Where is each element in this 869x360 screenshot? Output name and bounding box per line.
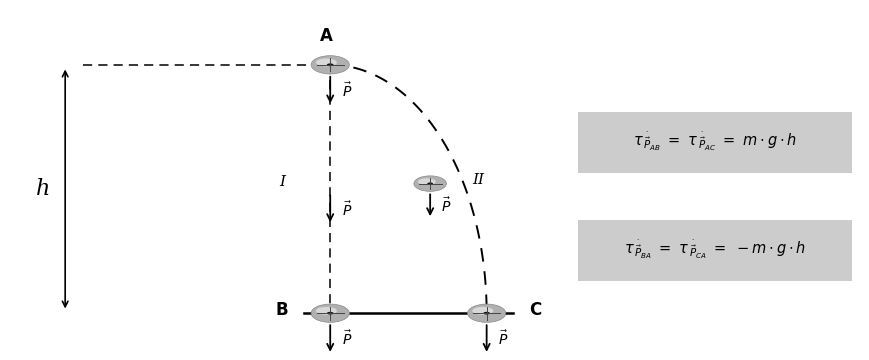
Ellipse shape: [327, 63, 334, 66]
Text: B: B: [275, 301, 289, 319]
Text: C: C: [528, 301, 541, 319]
Ellipse shape: [315, 58, 337, 66]
Text: A: A: [320, 27, 332, 45]
Text: $\vec{P}$: $\vec{P}$: [441, 197, 452, 215]
Ellipse shape: [483, 312, 490, 315]
Text: h: h: [36, 178, 50, 200]
Ellipse shape: [311, 304, 349, 322]
Text: I: I: [280, 175, 285, 189]
Ellipse shape: [315, 307, 337, 315]
Ellipse shape: [473, 307, 494, 315]
Ellipse shape: [418, 178, 436, 185]
Text: $\vec{P}$: $\vec{P}$: [342, 200, 352, 219]
Text: $\tau_{\,\overset{\cdot}{\vec{P}}_{AB}}\ =\ \tau_{\,\overset{\cdot}{\vec{P}}_{AC: $\tau_{\,\overset{\cdot}{\vec{P}}_{AB}}\…: [633, 131, 797, 153]
Text: $\vec{P}$: $\vec{P}$: [342, 81, 352, 100]
FancyBboxPatch shape: [578, 220, 852, 281]
Ellipse shape: [311, 56, 349, 74]
Ellipse shape: [468, 304, 506, 322]
Text: $\vec{P}$: $\vec{P}$: [342, 330, 352, 348]
Ellipse shape: [428, 183, 433, 185]
Text: II: II: [472, 173, 484, 187]
FancyBboxPatch shape: [578, 112, 852, 173]
Ellipse shape: [327, 312, 334, 315]
Text: $\tau_{\,\overset{\cdot}{\vec{P}}_{BA}}\ =\ \tau_{\,\overset{\cdot}{\vec{P}}_{CA: $\tau_{\,\overset{\cdot}{\vec{P}}_{BA}}\…: [624, 239, 806, 261]
Ellipse shape: [414, 176, 447, 192]
Text: $\vec{P}$: $\vec{P}$: [498, 330, 508, 348]
